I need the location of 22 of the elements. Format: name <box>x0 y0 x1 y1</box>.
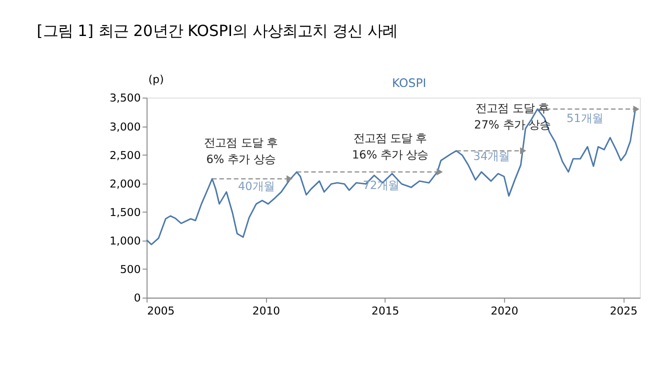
annotation: 72개월 <box>362 179 400 192</box>
x-tick-label: 2025 <box>610 304 638 318</box>
y-tick-label: 3,500 <box>110 92 141 105</box>
x-tick-label: 2005 <box>147 304 175 318</box>
y-tick-label: 0 <box>134 292 141 305</box>
text: KOSPI <box>392 76 426 90</box>
x-tick-label: 2015 <box>372 304 400 318</box>
chart-title: [그림 1] 최근 20년간 KOSPI의 사상최고치 경신 사례 <box>36 22 398 40</box>
y-tick-label: 2,500 <box>110 148 141 162</box>
annotation: 34개월 <box>473 150 510 164</box>
y-tick-label: 1,000 <box>110 234 141 248</box>
x-tick-label: 2020 <box>490 304 518 318</box>
annotation: 전고점 도달 후 16% 추가 상승 <box>352 132 428 162</box>
annotation: 전고점 도달 후 6% 추가 상승 <box>204 136 278 166</box>
annotation: 40개월 <box>238 180 274 193</box>
x-tick-label: 2010 <box>252 304 280 318</box>
y-tick-label: 3,000 <box>110 120 141 134</box>
y-axis-title: (p) <box>148 73 164 86</box>
y-tick-label: 500 <box>120 263 141 276</box>
annotation: 51개월 <box>566 112 603 126</box>
y-tick-label: 1,500 <box>110 206 141 220</box>
y-tick-label: 2,000 <box>110 177 141 190</box>
